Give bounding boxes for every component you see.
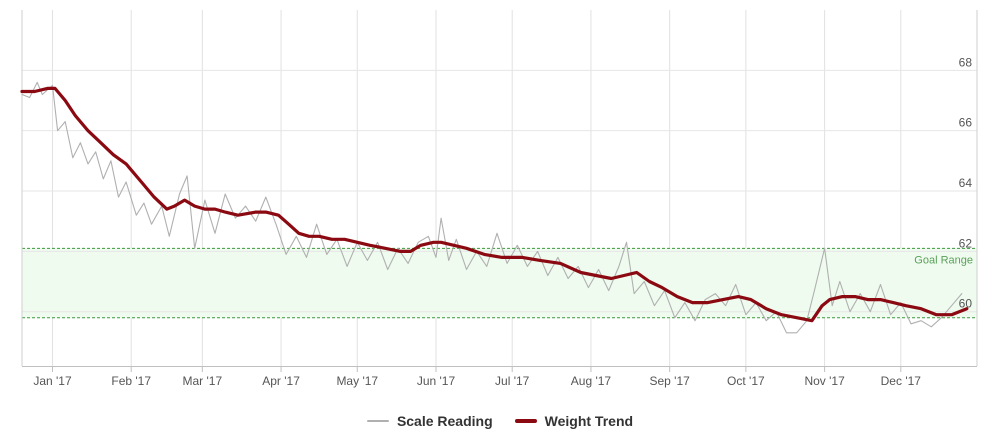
x-tick-label: Sep '17 (650, 374, 691, 388)
legend-swatch-scale-reading (366, 420, 389, 422)
x-tick-label: Nov '17 (804, 374, 845, 388)
x-tick-label: Jan '17 (33, 374, 72, 388)
series-line-weight-trend (20, 86, 969, 323)
y-tick-label: 64 (959, 176, 973, 190)
y-tick-label: 60 (959, 297, 973, 311)
x-tick-label: Feb '17 (111, 374, 151, 388)
series-line-scale-reading (21, 81, 963, 334)
x-tick-label: Dec '17 (881, 374, 922, 388)
y-tick-label: 68 (959, 55, 973, 69)
legend-label-scale-reading: Scale Reading (396, 413, 493, 429)
chart-legend: Scale Reading Weight Trend (365, 404, 635, 438)
legend-label-weight-trend: Weight Trend (544, 413, 634, 429)
goal-range-label: Goal Range (914, 254, 973, 266)
x-tick-label: Mar '17 (183, 374, 223, 388)
x-tick-label: Oct '17 (727, 374, 765, 388)
x-tick-label: Jul '17 (495, 374, 530, 388)
y-tick-label: 66 (959, 116, 973, 130)
legend-item-weight-trend[interactable]: Weight Trend (514, 413, 634, 429)
legend-item-scale-reading[interactable]: Scale Reading (366, 413, 493, 429)
x-tick-label: May '17 (336, 374, 378, 388)
legend-swatch-weight-trend (514, 419, 537, 423)
goal-range-band (22, 248, 977, 318)
x-tick-label: Jun '17 (417, 374, 456, 388)
x-tick-label: Apr '17 (262, 374, 300, 388)
y-tick-label: 62 (959, 236, 973, 250)
x-tick-label: Aug '17 (571, 374, 612, 388)
